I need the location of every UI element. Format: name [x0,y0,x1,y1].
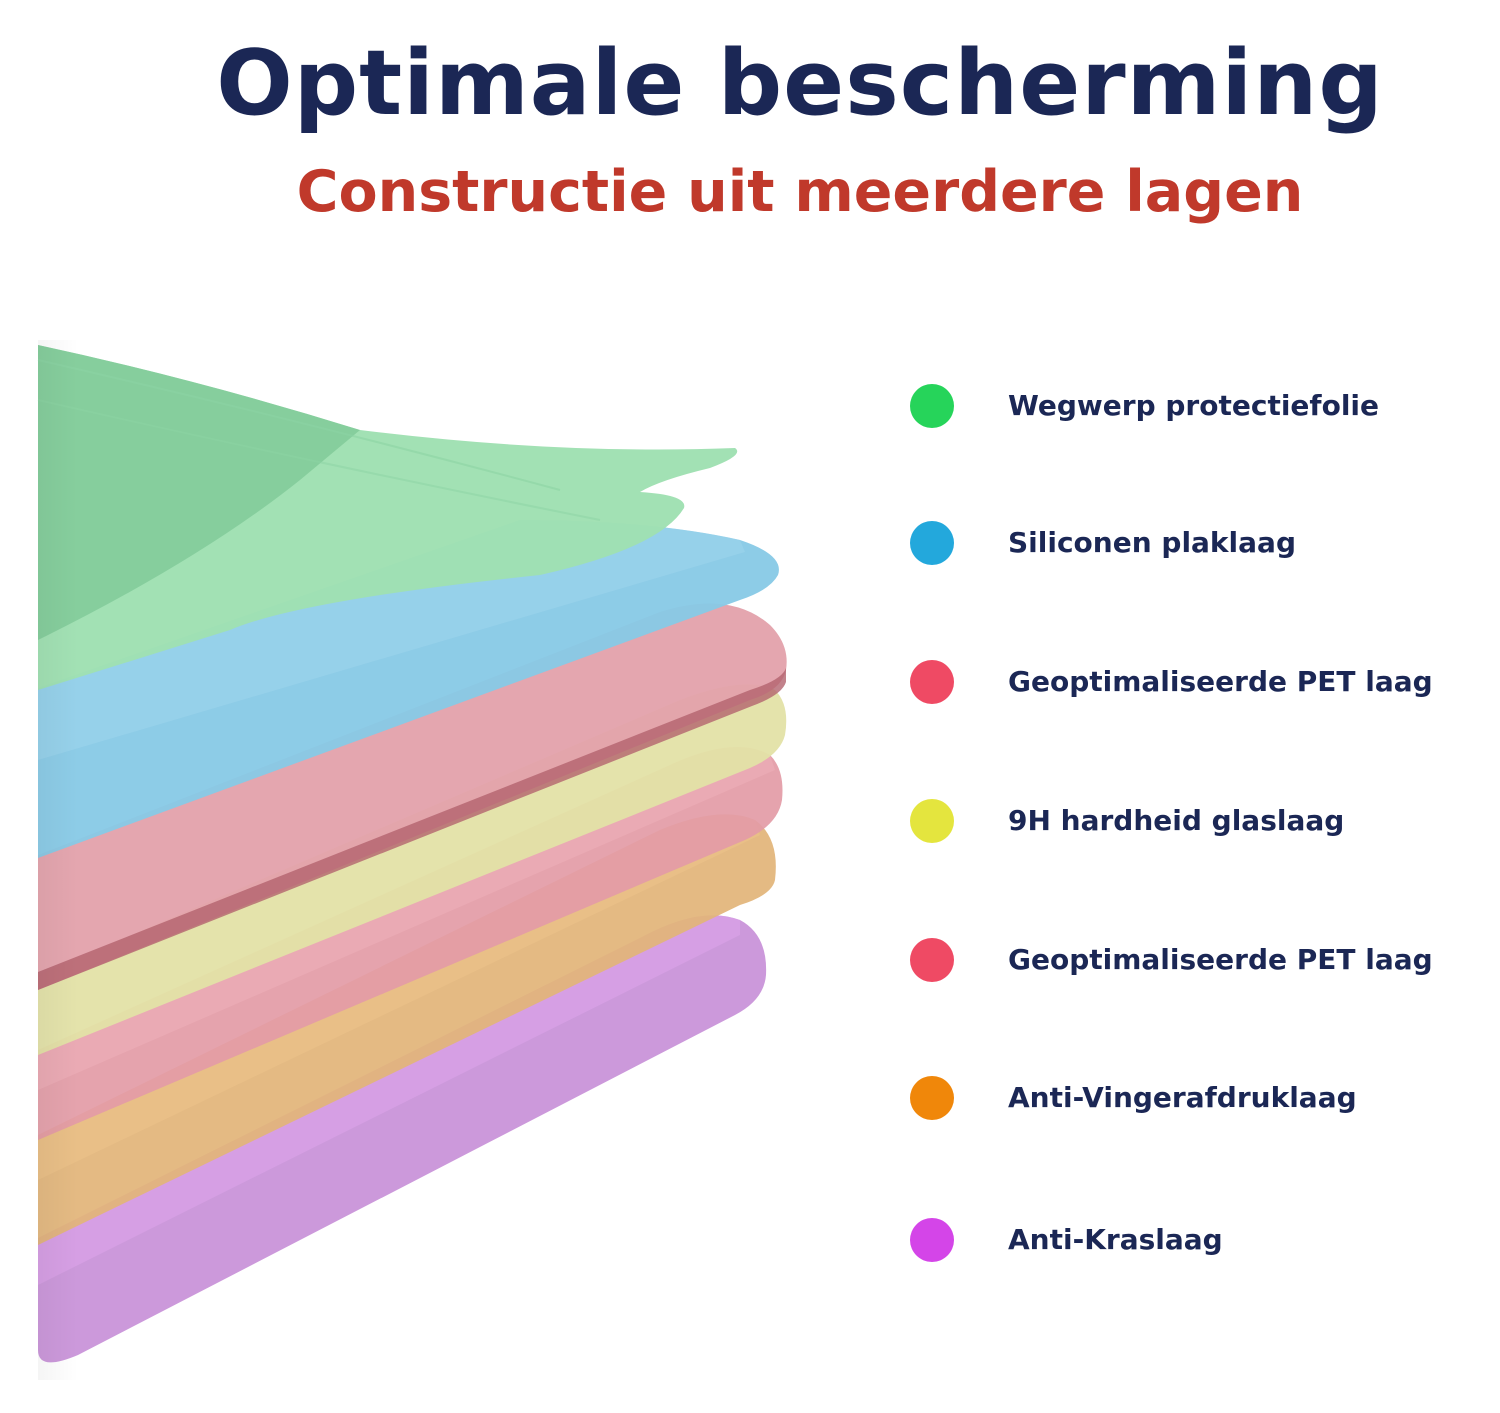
legend-item: 9H hardheid glaslaag [910,799,1500,843]
layer-pet-upper [38,603,787,990]
dot-icon [910,938,954,982]
legend-item: Geoptimaliseerde PET laag [910,938,1500,982]
dot-icon [910,384,954,428]
legend-label: Anti-Kraslaag [1008,1223,1223,1256]
dot-icon [910,1218,954,1262]
page-title: Optimale bescherming [216,31,1384,136]
legend-item: Wegwerp protectiefolie [910,384,1500,428]
legend-label: 9H hardheid glaslaag [1008,804,1345,837]
legend-label: Geoptimaliseerde PET laag [1008,665,1433,698]
legend-item: Geoptimaliseerde PET laag [910,660,1500,704]
legend-item: Anti-Kraslaag [910,1218,1500,1262]
dot-icon [910,1076,954,1120]
layer-pet-lower [38,747,783,1140]
legend-item: Anti-Vingerafdruklaag [910,1076,1500,1120]
dot-icon [910,799,954,843]
layer-glass [38,684,787,1055]
dot-icon [910,521,954,565]
layer-silicone [38,520,779,858]
legend-label: Wegwerp protectiefolie [1008,389,1380,422]
layer-protective-film [37,345,738,690]
dot-icon [910,660,954,704]
legend-label: Siliconen plaklaag [1008,526,1296,559]
legend-item: Siliconen plaklaag [910,521,1500,565]
page-subtitle: Constructie uit meerdere lagen [296,159,1304,225]
legend-label: Geoptimaliseerde PET laag [1008,943,1433,976]
layer-anti-scratch [38,915,767,1363]
legend-label: Anti-Vingerafdruklaag [1008,1081,1357,1114]
layer-legend: Wegwerp protectiefolie Siliconen plaklaa… [910,0,1500,1413]
